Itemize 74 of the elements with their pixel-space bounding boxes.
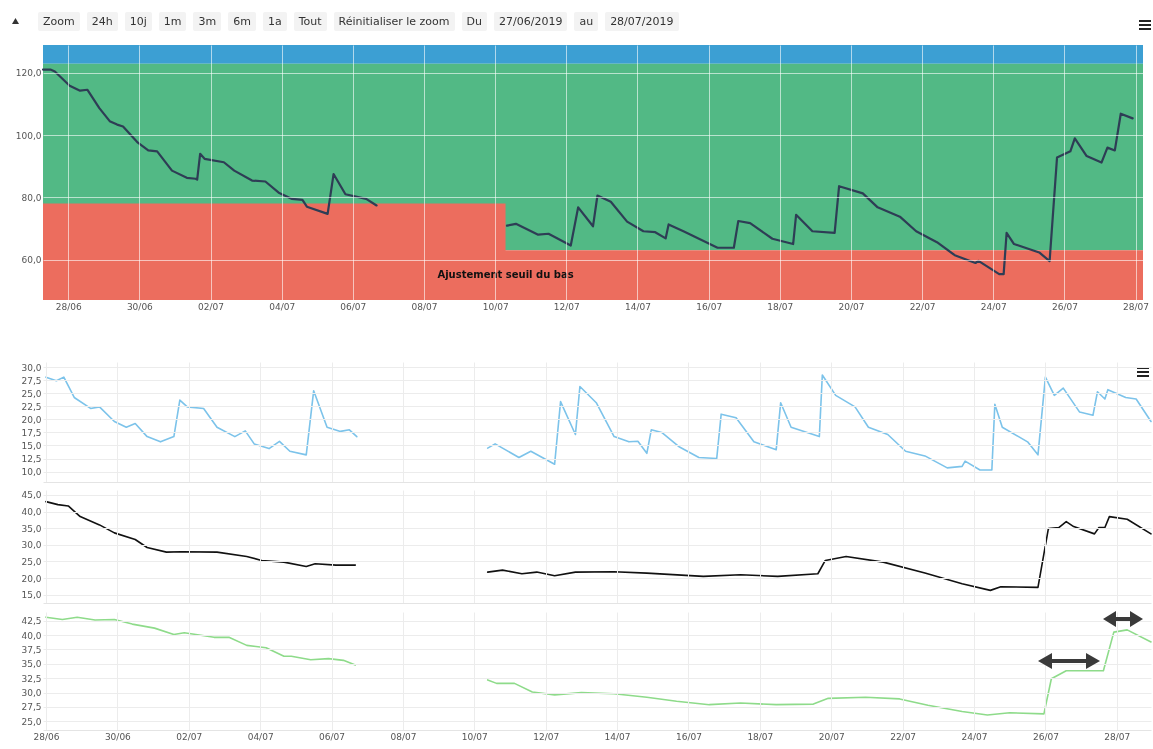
x-tick-label: 22/07: [909, 301, 936, 312]
x-tick-label: 06/07: [319, 731, 345, 742]
x-tick-label: 08/07: [411, 301, 438, 312]
x-tick-label: 28/07: [1123, 301, 1150, 312]
y-tick-label: 40,0: [21, 630, 42, 641]
x-tick-label: 24/07: [961, 731, 988, 742]
y-tick-label: 40,0: [21, 507, 42, 518]
y-tick-label: 80,0: [21, 192, 42, 203]
x-tick-label: 26/07: [1051, 301, 1078, 312]
x-tick-label: 14/07: [625, 301, 651, 312]
x-tick-label: 08/07: [390, 731, 417, 742]
y-tick-label: 35,0: [21, 659, 42, 670]
y-tick-label: 45,0: [21, 490, 42, 501]
x-tick-label: 12/07: [533, 731, 560, 742]
y-tick-label: 12,5: [21, 454, 42, 465]
x-tick-label: 10/07: [461, 731, 488, 742]
text: Du: [461, 11, 487, 31]
y-tick-label: 120,0: [15, 68, 42, 79]
x-tick-label: 06/07: [340, 301, 367, 312]
x-tick-label: 18/07: [747, 731, 774, 742]
text: 28/07/2019: [605, 11, 679, 31]
text: 24h: [86, 11, 118, 31]
series-label: Ajustement seuil du bas: [437, 269, 574, 281]
x-tick-label: 20/07: [818, 731, 845, 742]
y-tick-label: 17,5: [21, 427, 42, 438]
y-tick-label: 25,0: [21, 716, 42, 727]
x-tick-label: 30/06: [104, 731, 132, 742]
y-tick-label: 27,5: [21, 375, 42, 386]
x-tick-label: 14/07: [604, 731, 631, 742]
x-tick-label: 02/07: [198, 301, 224, 312]
text: 1m: [158, 11, 187, 31]
x-tick-label: 22/07: [890, 731, 917, 742]
y-tick-label: 100,0: [15, 130, 42, 141]
y-tick-label: 30,0: [21, 362, 42, 373]
y-tick-label: 10,0: [21, 467, 42, 478]
y-tick-label: 35,0: [21, 523, 42, 534]
x-tick-label: 04/07: [269, 301, 296, 312]
y-tick-label: 15,0: [21, 590, 42, 601]
text: 6m: [228, 11, 256, 31]
text: 1a: [262, 11, 287, 31]
y-tick-label: 32,5: [21, 673, 42, 684]
x-tick-label: 26/07: [1032, 731, 1059, 742]
text: Zoom: [38, 11, 80, 31]
x-tick-label: 30/06: [126, 301, 154, 312]
x-tick-label: 24/07: [980, 301, 1007, 312]
y-tick-label: 25,0: [21, 388, 42, 399]
x-tick-label: 20/07: [838, 301, 865, 312]
text: 27/06/2019: [494, 11, 568, 31]
x-tick-label: 28/07: [1104, 731, 1131, 742]
text: Réinitialiser le zoom: [333, 11, 455, 31]
y-tick-label: 27,5: [21, 702, 42, 713]
x-tick-label: 16/07: [676, 731, 702, 742]
y-tick-label: 15,0: [21, 440, 42, 451]
y-tick-label: 20,0: [21, 414, 42, 425]
text: au: [574, 11, 599, 31]
x-tick-label: 28/06: [55, 301, 82, 312]
y-tick-label: 25,0: [21, 556, 42, 567]
x-tick-label: 10/07: [482, 301, 509, 312]
x-tick-label: 28/06: [33, 731, 60, 742]
x-tick-label: 12/07: [553, 301, 580, 312]
text: 3m: [193, 11, 222, 31]
y-tick-label: 22,5: [21, 401, 42, 412]
x-tick-label: 16/07: [696, 301, 723, 312]
text: Tout: [293, 11, 327, 31]
y-tick-label: 60,0: [21, 255, 42, 266]
x-tick-label: 18/07: [767, 301, 794, 312]
text: 10j: [124, 11, 152, 31]
x-tick-label: 02/07: [176, 731, 203, 742]
y-tick-label: 30,0: [21, 688, 42, 699]
y-tick-label: 42,5: [21, 616, 42, 627]
y-tick-label: 30,0: [21, 540, 42, 551]
x-tick-label: 04/07: [247, 731, 274, 742]
y-tick-label: 20,0: [21, 573, 42, 584]
y-tick-label: 37,5: [21, 644, 42, 655]
